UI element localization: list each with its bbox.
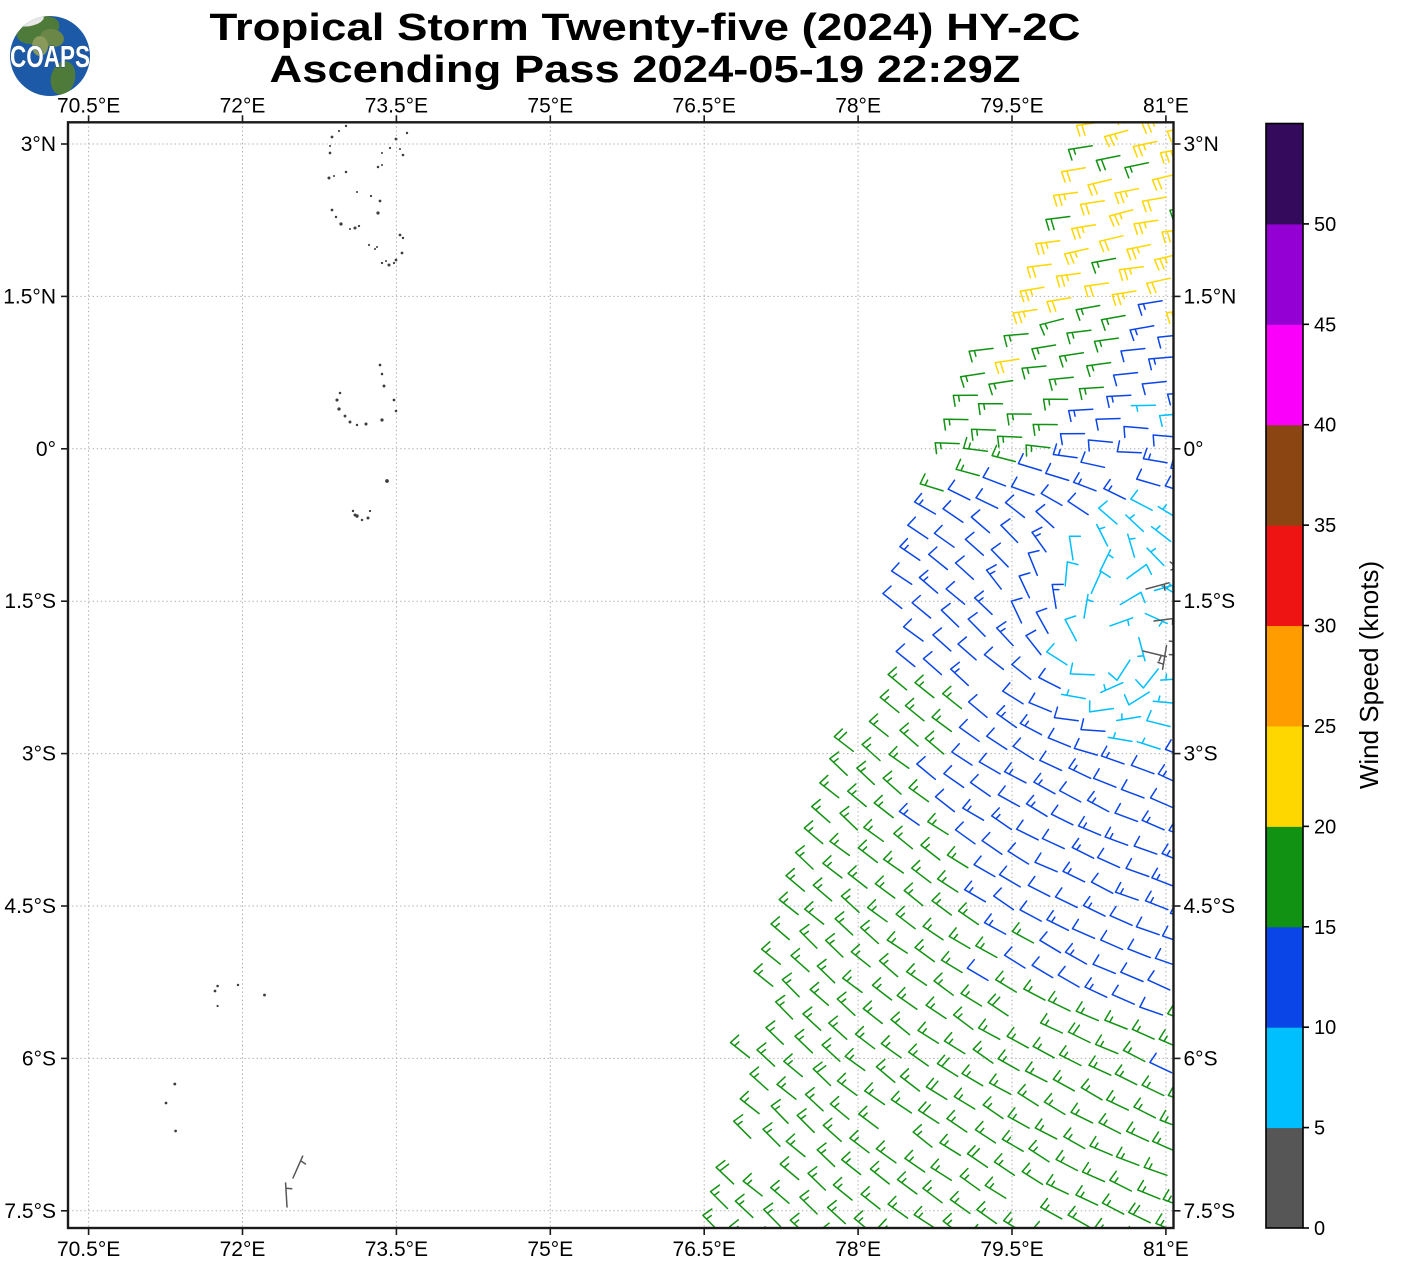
svg-text:Wind Speed (knots): Wind Speed (knots) [1354,561,1384,789]
svg-text:4.5°S: 4.5°S [4,895,56,918]
svg-text:78°E: 78°E [835,94,881,117]
svg-text:35: 35 [1314,515,1336,537]
svg-text:3°S: 3°S [22,743,56,766]
svg-text:1.5°N: 1.5°N [3,285,56,308]
svg-text:50: 50 [1314,214,1336,236]
svg-text:70.5°E: 70.5°E [57,94,120,117]
svg-text:5: 5 [1314,1118,1325,1140]
svg-text:0: 0 [1314,1218,1325,1240]
svg-text:Tropical Storm Twenty-five (20: Tropical Storm Twenty-five (2024) HY-2C [210,7,1081,49]
svg-text:78°E: 78°E [835,1238,881,1261]
svg-text:6°S: 6°S [22,1047,56,1070]
svg-text:76.5°E: 76.5°E [673,94,736,117]
svg-text:81°E: 81°E [1143,1238,1189,1261]
svg-text:0°: 0° [36,438,56,461]
svg-text:72°E: 72°E [220,94,266,117]
svg-text:3°N: 3°N [21,133,56,156]
svg-text:3°S: 3°S [1184,743,1218,766]
svg-text:73.5°E: 73.5°E [365,1238,428,1261]
svg-text:25: 25 [1314,716,1336,738]
svg-text:4.5°S: 4.5°S [1184,895,1236,918]
svg-text:75°E: 75°E [527,1238,573,1261]
svg-text:3°N: 3°N [1184,133,1219,156]
svg-text:1.5°S: 1.5°S [4,590,56,613]
svg-text:10: 10 [1314,1017,1336,1039]
svg-text:7.5°S: 7.5°S [1184,1200,1236,1223]
svg-text:Ascending Pass 2024-05-19 22:2: Ascending Pass 2024-05-19 22:29Z [270,49,1021,91]
svg-text:7.5°S: 7.5°S [4,1200,56,1223]
svg-text:79.5°E: 79.5°E [980,94,1043,117]
svg-text:70.5°E: 70.5°E [57,1238,120,1261]
svg-text:73.5°E: 73.5°E [365,94,428,117]
svg-text:40: 40 [1314,415,1336,437]
svg-text:15: 15 [1314,917,1336,939]
svg-text:81°E: 81°E [1143,94,1189,117]
svg-text:20: 20 [1314,816,1336,838]
svg-text:30: 30 [1314,616,1336,638]
svg-text:75°E: 75°E [527,94,573,117]
svg-text:1.5°S: 1.5°S [1184,590,1236,613]
svg-text:72°E: 72°E [220,1238,266,1261]
svg-text:45: 45 [1314,314,1336,336]
svg-text:1.5°N: 1.5°N [1184,285,1237,308]
svg-text:6°S: 6°S [1184,1047,1218,1070]
svg-text:COAPS: COAPS [10,39,90,74]
svg-text:76.5°E: 76.5°E [673,1238,736,1261]
svg-text:0°: 0° [1184,438,1204,461]
svg-text:79.5°E: 79.5°E [980,1238,1043,1261]
